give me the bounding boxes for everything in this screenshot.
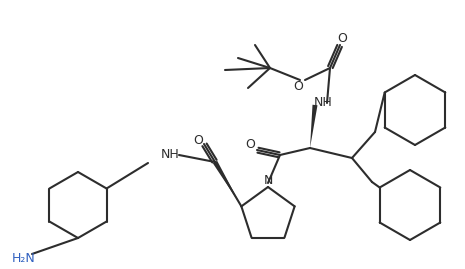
- Text: O: O: [293, 80, 303, 94]
- Text: O: O: [245, 139, 255, 151]
- Text: O: O: [193, 133, 203, 147]
- Polygon shape: [310, 105, 318, 148]
- Text: O: O: [337, 33, 347, 45]
- Text: NH: NH: [313, 95, 332, 108]
- Polygon shape: [213, 161, 241, 206]
- Text: H₂N: H₂N: [12, 252, 36, 264]
- Text: N: N: [263, 174, 272, 186]
- Text: NH: NH: [160, 148, 179, 161]
